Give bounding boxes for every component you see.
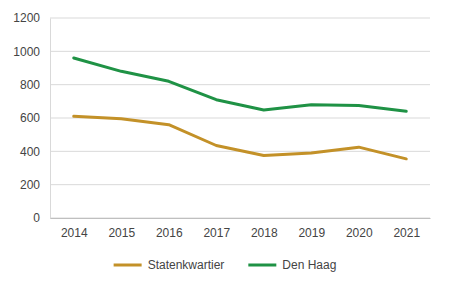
y-tick: 800 — [20, 78, 50, 92]
grid — [50, 18, 430, 218]
y-tick-label: 600 — [20, 111, 40, 125]
legend-label: Den Haag — [282, 258, 336, 272]
grid-line — [50, 218, 430, 219]
x-tick-label: 2020 — [346, 226, 373, 240]
x-tick-label: 2018 — [251, 226, 278, 240]
legend-item: Den Haag — [248, 258, 336, 272]
x-tick-label: 2017 — [203, 226, 230, 240]
x-axis: 2014 2015 2016 2017 2018 2019 2020 2021 — [51, 218, 431, 240]
series-line — [74, 58, 407, 111]
grid-line — [50, 184, 430, 185]
y-tick: 1000 — [13, 45, 50, 59]
legend-item: Statenkwartier — [114, 258, 225, 272]
y-tick-label: 1000 — [13, 45, 40, 59]
x-tick: 2014 — [61, 218, 88, 240]
legend: Statenkwartier Den Haag — [114, 258, 337, 272]
x-tick: 2016 — [156, 218, 183, 240]
x-tick: 2021 — [393, 218, 420, 240]
y-tick-label: 0 — [33, 211, 40, 225]
x-tick: 2019 — [298, 218, 325, 240]
y-axis-line — [50, 19, 51, 219]
y-tick: 400 — [20, 145, 50, 159]
x-tick: 2017 — [203, 218, 230, 240]
grid-line — [50, 18, 430, 19]
x-tick-label: 2014 — [61, 226, 88, 240]
series-line — [74, 116, 407, 158]
legend-label: Statenkwartier — [148, 258, 225, 272]
y-tick-label: 800 — [20, 78, 40, 92]
y-tick-label: 200 — [20, 178, 40, 192]
x-tick: 2015 — [108, 218, 135, 240]
y-tick: 1200 — [13, 11, 50, 25]
legend-swatch — [114, 264, 142, 267]
x-tick-label: 2016 — [156, 226, 183, 240]
y-tick: 200 — [20, 178, 50, 192]
y-tick-label: 1200 — [13, 11, 40, 25]
y-tick-label: 400 — [20, 145, 40, 159]
x-tick: 2020 — [346, 218, 373, 240]
y-axis: 0 200 400 600 800 1000 1200 — [13, 11, 50, 225]
grid-line — [50, 51, 430, 52]
y-tick: 600 — [20, 111, 50, 125]
x-tick: 2018 — [251, 218, 278, 240]
x-tick-label: 2021 — [393, 226, 420, 240]
plot: 0200400600800100012002014201520162017201… — [13, 11, 430, 239]
x-axis-line — [51, 218, 431, 219]
x-tick-label: 2015 — [108, 226, 135, 240]
series-group — [74, 58, 407, 159]
x-tick-label: 2019 — [298, 226, 325, 240]
chart: 0200400600800100012002014201520162017201… — [0, 0, 450, 285]
y-tick: 0 — [33, 211, 50, 225]
grid-line — [50, 84, 430, 85]
legend-swatch — [248, 264, 276, 267]
